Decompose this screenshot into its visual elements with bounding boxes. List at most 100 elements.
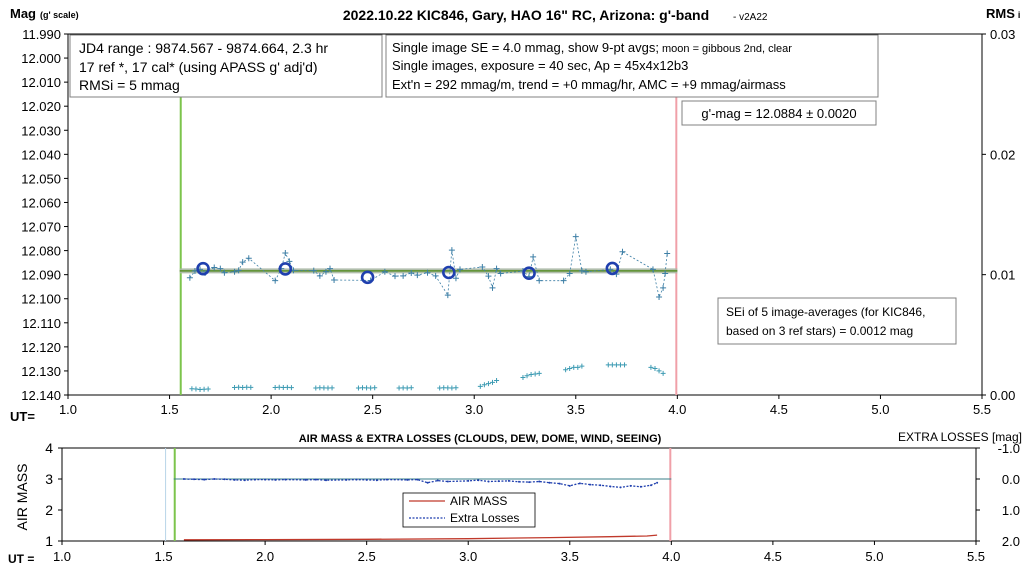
top-y2-ticks: 0.03 0.02 0.01 0.00 xyxy=(982,27,1015,403)
extra-losses-point xyxy=(436,479,439,482)
annotation-se-line-1: Single image SE = 4.0 mmag, show 9-pt av… xyxy=(392,40,792,55)
rms-point xyxy=(660,370,666,376)
y-axis-label-main: Mag xyxy=(10,6,36,21)
rms-point xyxy=(536,370,542,376)
extra-losses-point xyxy=(406,478,409,481)
y2-tick-label: 0.02 xyxy=(990,147,1015,162)
y-tick-label: 12.010 xyxy=(21,75,61,90)
single-image-point xyxy=(211,264,218,271)
single-image-point xyxy=(286,258,293,265)
bottom-x-tick-label: 2.0 xyxy=(256,549,274,564)
extra-losses-point xyxy=(568,484,571,487)
x-tick-label: 2.5 xyxy=(364,402,382,417)
x-tick-label: 3.0 xyxy=(465,402,483,417)
single-image-point xyxy=(282,250,289,257)
y-tick-label: 12.070 xyxy=(21,220,61,235)
bottom-y2-ticks: -1.0 0.0 1.0 2.0 xyxy=(976,441,1020,549)
extra-losses-point xyxy=(619,486,622,489)
extra-losses-point xyxy=(487,480,490,483)
single-image-point xyxy=(479,263,486,270)
single-image-point xyxy=(497,270,504,277)
rms-point xyxy=(481,382,487,388)
x-tick-label: 1.0 xyxy=(59,402,77,417)
x-tick-label: 1.5 xyxy=(161,402,179,417)
y-tick-label: 12.060 xyxy=(21,195,61,210)
single-image-point xyxy=(619,248,626,255)
single-image-point xyxy=(414,272,421,279)
single-image-point xyxy=(649,266,656,273)
rms-point xyxy=(648,364,654,370)
rms-point xyxy=(656,368,662,374)
annotation-jd-range: JD4 range : 9874.567 - 9874.664, 2.3 hr … xyxy=(69,34,383,98)
bottom-y2-tick-label: -1.0 xyxy=(998,441,1020,456)
average-point xyxy=(605,261,620,276)
single-image-point xyxy=(607,266,614,273)
single-image-point xyxy=(316,272,323,279)
extra-losses-point xyxy=(528,481,531,484)
average-point xyxy=(278,262,293,276)
rms-point xyxy=(652,366,658,372)
rms-point xyxy=(579,363,585,369)
bottom-x-tick-label: 3.5 xyxy=(561,549,579,564)
top-x-ticks: 1.0 1.5 2.0 2.5 3.0 3.5 4.0 4.5 5.0 5.5 xyxy=(59,395,991,417)
rms-point xyxy=(494,378,500,384)
rms-point xyxy=(622,362,628,368)
rms-point xyxy=(205,386,211,392)
annotation-se-line-1b: moon = gibbous 2nd, clear xyxy=(662,43,792,55)
y2-axis-label: RMS i xyxy=(986,6,1020,21)
extra-losses-point xyxy=(385,478,388,481)
x-tick-label: 3.5 xyxy=(567,402,585,417)
rms-point xyxy=(524,373,530,379)
rms-point xyxy=(575,364,581,370)
rms-point xyxy=(532,371,538,377)
bottom-y2-axis-label: EXTRA LOSSES [mag] xyxy=(898,430,1022,444)
single-image-point xyxy=(485,273,492,280)
extra-losses-point xyxy=(345,478,348,481)
annotation-se-line-2: Single images, exposure = 40 sec, Ap = 4… xyxy=(392,58,688,73)
extra-losses-point xyxy=(578,482,581,485)
single-image-point xyxy=(662,270,669,277)
y2-axis-label-main: RMS xyxy=(986,6,1015,21)
single-image-point xyxy=(444,292,451,299)
y-tick-label: 12.050 xyxy=(21,171,61,186)
annotation-sei-line-1: SEi of 5 image-averages (for KIC846, xyxy=(726,305,925,319)
annotation-jd-line-3: RMSi = 5 mmag xyxy=(79,77,180,93)
extra-losses-point xyxy=(650,484,653,487)
extra-losses-point xyxy=(518,480,520,483)
extra-losses-point xyxy=(182,478,185,480)
single-image-point xyxy=(408,269,415,276)
bottom-y-axis-label: AIR MASS xyxy=(14,464,30,531)
annotation-se-line-1a: Single image SE = 4.0 mmag, show 9-pt av… xyxy=(392,40,659,55)
single-image-point xyxy=(582,268,589,275)
x-tick-label: 5.0 xyxy=(871,402,889,417)
bottom-x-tick-label: 3.0 xyxy=(459,549,477,564)
average-point xyxy=(442,265,456,280)
extra-losses-point xyxy=(264,478,267,481)
rms-point xyxy=(288,385,294,391)
y-tick-label: 12.080 xyxy=(21,244,61,259)
single-image-point xyxy=(245,255,252,262)
rms-point xyxy=(520,375,526,381)
rms-point xyxy=(248,384,254,390)
y-tick-label: 12.040 xyxy=(21,147,61,162)
rms-point xyxy=(453,385,459,391)
extra-losses-point xyxy=(365,478,368,481)
single-image-point xyxy=(231,268,238,275)
annotation-jd-line-2: 17 ref *, 17 cal* (using APASS g' adj'd) xyxy=(79,59,318,75)
extra-losses-point xyxy=(253,478,256,481)
bottom-y-tick-label: 2 xyxy=(45,502,53,518)
y2-tick-label: 0.03 xyxy=(990,27,1015,42)
y-tick-label: 12.030 xyxy=(21,123,61,138)
bottom-y2-tick-label: 0.0 xyxy=(1002,472,1020,487)
bottom-y2-tick-label: 1.0 xyxy=(1002,503,1020,518)
bottom-legend: AIR MASS Extra Losses xyxy=(402,492,536,528)
x-tick-label: 4.5 xyxy=(770,402,788,417)
single-image-point xyxy=(493,265,500,272)
extra-losses-point xyxy=(274,478,277,481)
single-image-point xyxy=(424,269,431,276)
extra-losses-point xyxy=(416,478,419,481)
extra-losses-point xyxy=(243,479,246,482)
bottom-plot-area xyxy=(61,447,977,542)
y-tick-label: 12.000 xyxy=(21,51,61,66)
x-tick-label: 5.5 xyxy=(973,402,991,417)
